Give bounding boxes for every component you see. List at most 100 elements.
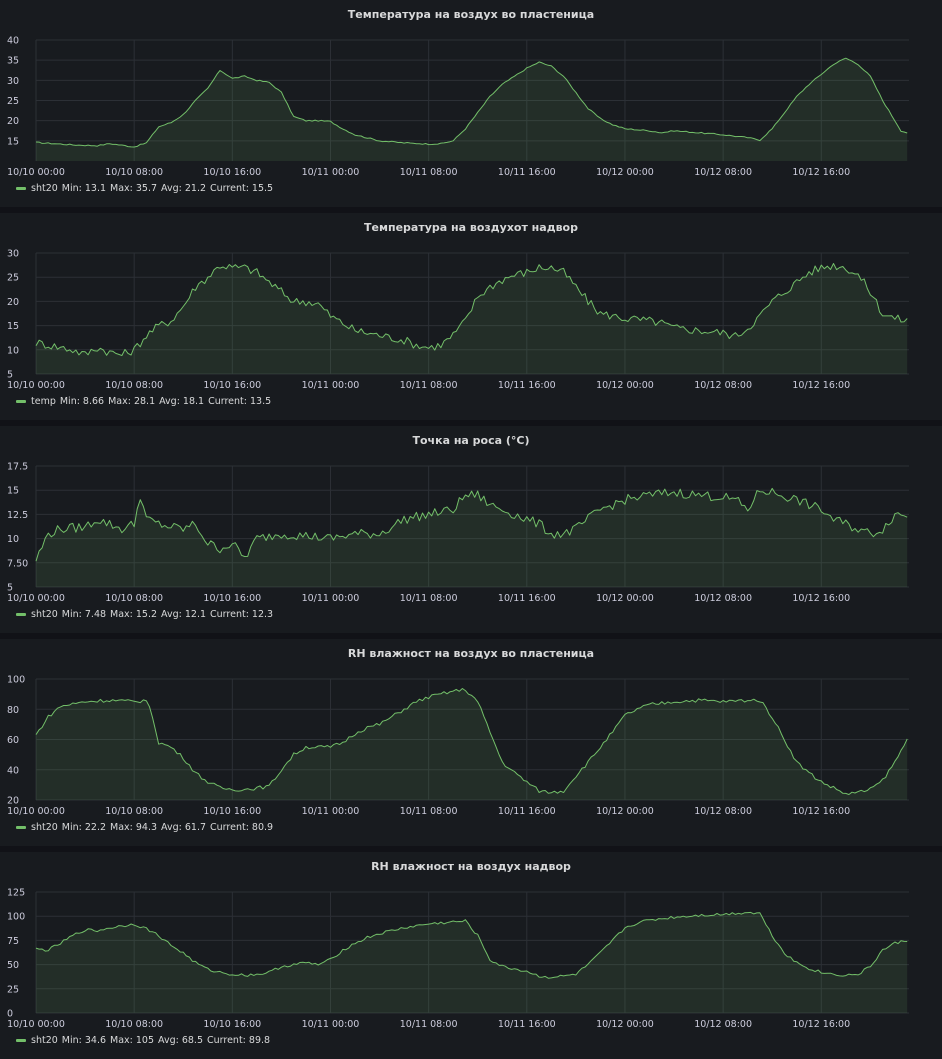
y-tick-label: 25: [7, 984, 19, 995]
x-tick-label: 10/12 00:00: [596, 593, 654, 604]
x-tick-label: 10/10 16:00: [203, 593, 261, 604]
legend-avg: Avg: 18.1: [159, 396, 205, 407]
legend-current: Current: 80.9: [210, 822, 274, 833]
x-tick-label: 10/11 16:00: [498, 1019, 556, 1030]
x-tick-label: 10/10 00:00: [7, 167, 65, 178]
y-tick-label: 125: [7, 888, 25, 899]
x-tick-label: 10/10 16:00: [203, 1019, 261, 1030]
x-tick-label: 10/10 16:00: [203, 167, 261, 178]
x-tick-label: 10/11 16:00: [498, 380, 556, 391]
x-tick-label: 10/12 08:00: [694, 380, 752, 391]
y-tick-label: 50: [7, 960, 19, 971]
x-tick-label: 10/10 08:00: [105, 1019, 163, 1030]
legend-max: Max: 105: [110, 1035, 155, 1046]
legend-avg: Avg: 61.7: [161, 822, 207, 833]
x-tick-label: 10/10 00:00: [7, 380, 65, 391]
x-tick-label: 10/12 08:00: [694, 1019, 752, 1030]
legend-series-name: sht20: [31, 609, 58, 620]
x-tick-label: 10/12 00:00: [596, 167, 654, 178]
series-color-swatch: [16, 1039, 26, 1042]
series-area-fill: [36, 263, 908, 374]
series-color-swatch: [16, 613, 26, 616]
chart-panel-rh-outside: RH влажност на воздух надвор 0 25 50 75 100 1…: [0, 852, 942, 1059]
y-tick-label: 25: [7, 96, 19, 107]
panel-title: RH влажност на воздух надвор: [371, 860, 571, 873]
x-tick-label: 10/12 00:00: [596, 380, 654, 391]
series-area-fill: [36, 912, 908, 1013]
legend-min: Min: 22.2: [61, 822, 107, 833]
x-tick-label: 10/12 16:00: [792, 806, 850, 817]
y-tick-label: 7.50: [7, 558, 28, 569]
panel-title: Температура на воздух во пластеница: [347, 8, 595, 21]
legend-current: Current: 12.3: [210, 609, 274, 620]
y-tick-label: 75: [7, 936, 19, 947]
y-tick-label: 17.5: [7, 462, 28, 473]
x-tick-label: 10/11 08:00: [400, 806, 458, 817]
x-tick-label: 10/10 08:00: [105, 806, 163, 817]
y-tick-label: 15: [7, 136, 19, 147]
legend[interactable]: temp Min: 8.66 Max: 28.1 Avg: 18.1 Current: …: [16, 396, 275, 407]
x-tick-label: 10/12 08:00: [694, 806, 752, 817]
legend[interactable]: sht20 Min: 13.1 Max: 35.7 Avg: 21.2 Current:…: [16, 183, 277, 194]
legend-max: Max: 28.1: [108, 396, 156, 407]
y-tick-label: 60: [7, 735, 19, 746]
x-tick-label: 10/12 00:00: [596, 806, 654, 817]
x-tick-label: 10/11 08:00: [400, 167, 458, 178]
series-line: [35, 57, 908, 148]
x-tick-label: 10/12 16:00: [792, 1019, 850, 1030]
y-tick-label: 100: [7, 912, 25, 923]
x-tick-label: 10/10 08:00: [105, 380, 163, 391]
chart-panel-dew-point: Точка на роса (°C) 5 7.50 10 12.5 15 17.5 10/1…: [0, 426, 942, 633]
y-tick-label: 100: [7, 675, 25, 686]
legend-current: Current: 15.5: [210, 183, 274, 194]
line-chart[interactable]: 5 7.50 10 12.5 15 17.5 10/10 00:00 10/10 08:00 1…: [0, 426, 942, 633]
line-chart[interactable]: 15 20 25 30 35 40 10/10 00:00 10/10 08:00 10/10 …: [0, 0, 942, 207]
legend-series-name: sht20: [31, 1035, 58, 1046]
legend-avg: Avg: 68.5: [158, 1035, 203, 1046]
panel-title: Точка на роса (°C): [412, 434, 530, 447]
x-tick-label: 10/11 00:00: [302, 380, 360, 391]
x-tick-label: 10/12 08:00: [694, 593, 752, 604]
line-chart[interactable]: 5 10 15 20 25 30 10/10 00:00 10/10 08:00 10/10 1…: [0, 213, 942, 420]
y-tick-label: 10: [7, 534, 19, 545]
y-tick-label: 20: [7, 796, 19, 807]
chart-panel-temp-outside: Температура на воздухот надвор 5 10 15 20 25…: [0, 213, 942, 420]
x-tick-label: 10/11 00:00: [302, 593, 360, 604]
series-line: [35, 263, 908, 356]
x-tick-label: 10/11 08:00: [400, 593, 458, 604]
panel-title: RH влажност на воздух во пластеница: [347, 647, 595, 660]
line-chart[interactable]: 0 25 50 75 100 125 10/10 00:00 10/10 08:00 10/10…: [0, 852, 942, 1059]
y-tick-label: 20: [7, 297, 19, 308]
x-tick-label: 10/10 16:00: [203, 806, 261, 817]
line-chart[interactable]: 20 40 60 80 100 10/10 00:00 10/10 08:00 10/10 1…: [0, 639, 942, 846]
x-tick-label: 10/12 16:00: [792, 593, 850, 604]
y-tick-label: 5: [7, 370, 13, 381]
panel-title: Температура на воздухот надвор: [364, 221, 578, 234]
legend-max: Max: 35.7: [110, 183, 158, 194]
legend-max: Max: 94.3: [110, 822, 158, 833]
series-line: [35, 688, 908, 795]
series-line: [35, 911, 908, 979]
x-tick-label: 10/11 00:00: [302, 806, 360, 817]
y-tick-label: 12.5: [7, 510, 28, 521]
series-area-fill: [36, 688, 908, 800]
y-tick-label: 40: [7, 36, 19, 47]
legend-min: Min: 7.48: [61, 609, 107, 620]
x-tick-label: 10/12 08:00: [694, 167, 752, 178]
x-tick-label: 10/12 16:00: [792, 167, 850, 178]
legend[interactable]: sht20 Min: 34.6 Max: 105 Avg: 68.5 Current: …: [16, 1035, 274, 1046]
y-tick-label: 20: [7, 116, 19, 127]
legend-current: Current: 89.8: [207, 1035, 271, 1046]
y-tick-label: 10: [7, 345, 19, 356]
series-line: [35, 487, 908, 562]
y-tick-label: 0: [7, 1009, 13, 1020]
legend-avg: Avg: 12.1: [161, 609, 207, 620]
y-tick-label: 30: [7, 76, 19, 87]
y-tick-label: 25: [7, 273, 19, 284]
legend[interactable]: sht20 Min: 7.48 Max: 15.2 Avg: 12.1 Current:…: [16, 609, 277, 620]
legend-series-name: sht20: [31, 822, 58, 833]
legend-series-name: sht20: [31, 183, 58, 194]
legend-min: Min: 34.6: [61, 1035, 107, 1046]
legend[interactable]: sht20 Min: 22.2 Max: 94.3 Avg: 61.7 Current:…: [16, 822, 277, 833]
x-tick-label: 10/12 00:00: [596, 1019, 654, 1030]
